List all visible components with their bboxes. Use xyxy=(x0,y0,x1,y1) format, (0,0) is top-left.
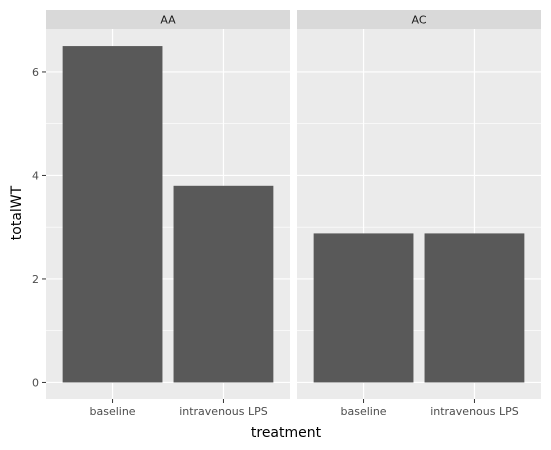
bar xyxy=(424,233,525,383)
x-tick-label: intravenous LPS xyxy=(430,405,519,418)
y-tick-label: 2 xyxy=(32,273,39,286)
facet-panels: AA baseline intravenous LPS AC baseline intra… xyxy=(46,10,541,418)
y-tick-label: 6 xyxy=(32,66,39,79)
bar xyxy=(313,233,414,383)
facet-strip xyxy=(297,10,541,29)
y-tick-label: 0 xyxy=(32,376,39,389)
facet-strip-label: AA xyxy=(160,14,176,27)
y-tick-label: 4 xyxy=(32,169,39,182)
facet-strip-label: AC xyxy=(411,14,426,27)
y-axis-title: totalWT xyxy=(9,185,25,240)
bar xyxy=(62,46,163,383)
x-axis-title: treatment xyxy=(251,425,322,441)
facet-strip xyxy=(46,10,290,29)
x-tick-label: baseline xyxy=(341,405,387,418)
facet-panel-ac: AC baseline intravenous LPS xyxy=(297,10,541,418)
facet-panel-aa: AA baseline intravenous LPS xyxy=(46,10,290,418)
bar xyxy=(173,185,274,383)
y-axis: 0 2 4 6 xyxy=(32,66,46,389)
x-tick-label: intravenous LPS xyxy=(179,405,268,418)
x-tick-label: baseline xyxy=(90,405,136,418)
